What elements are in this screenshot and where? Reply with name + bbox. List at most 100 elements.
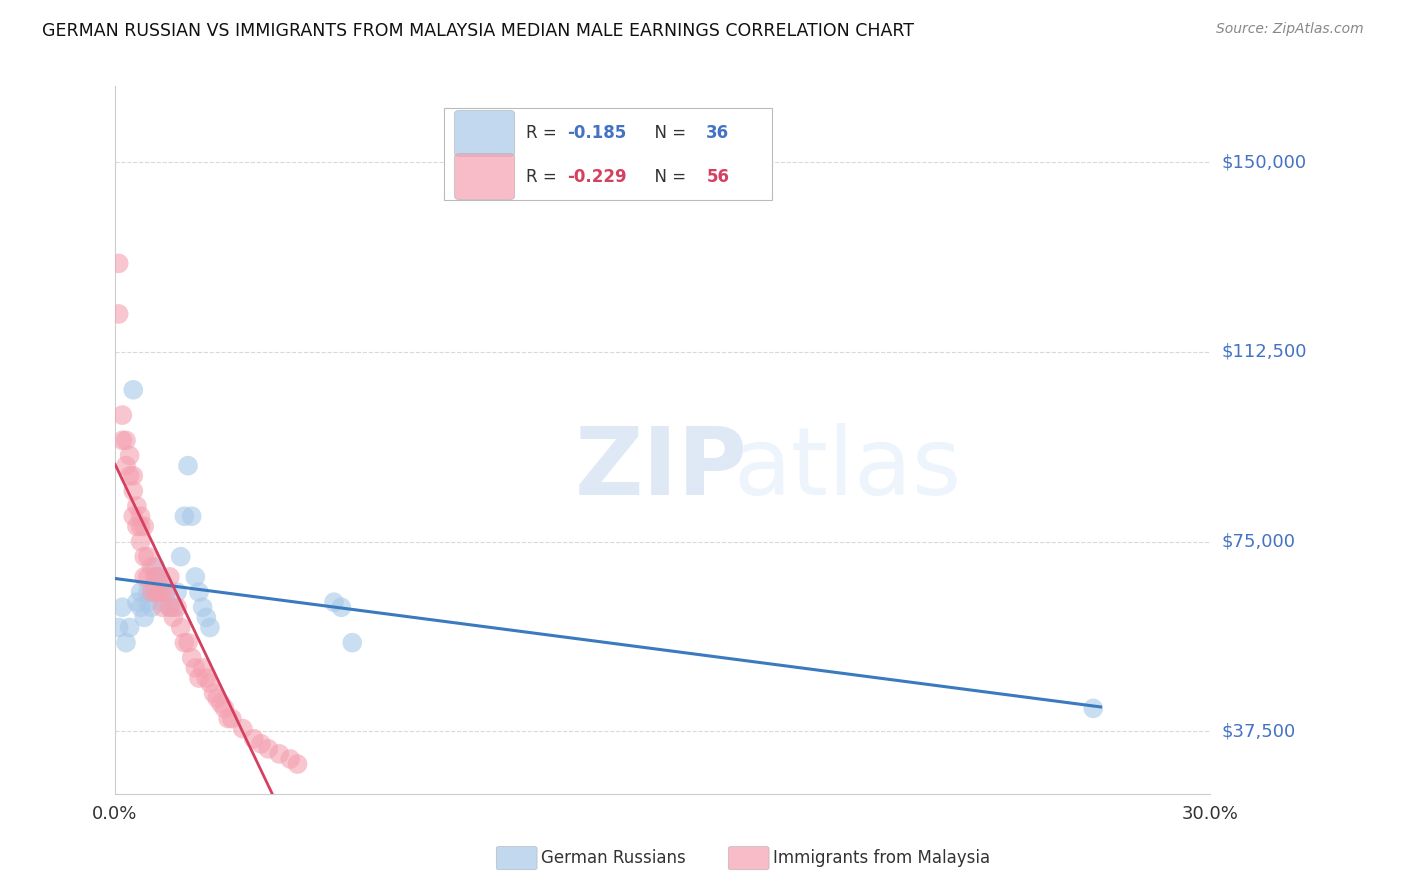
- Point: [269, 747, 291, 761]
- Point: [159, 570, 181, 584]
- Point: [184, 570, 207, 584]
- Point: [170, 549, 193, 564]
- Point: [115, 635, 138, 649]
- Point: [125, 595, 148, 609]
- Point: [155, 585, 177, 599]
- Point: [122, 483, 145, 498]
- Point: [159, 600, 181, 615]
- Point: [107, 620, 129, 634]
- Point: [141, 585, 163, 599]
- Point: [342, 635, 364, 649]
- Point: [152, 574, 174, 589]
- Point: [134, 610, 156, 624]
- Point: [129, 509, 152, 524]
- Point: [221, 712, 243, 726]
- Text: atlas: atlas: [734, 423, 962, 515]
- Point: [162, 600, 184, 615]
- Point: [148, 585, 170, 599]
- Point: [278, 752, 301, 766]
- Point: [198, 676, 221, 690]
- Point: [180, 650, 202, 665]
- FancyBboxPatch shape: [454, 153, 515, 200]
- Point: [115, 458, 138, 473]
- Point: [330, 600, 353, 615]
- Point: [148, 585, 170, 599]
- Point: [134, 549, 156, 564]
- Point: [136, 585, 159, 599]
- Point: [159, 600, 181, 615]
- Text: $75,000: $75,000: [1222, 533, 1295, 550]
- Point: [129, 585, 152, 599]
- Point: [188, 585, 211, 599]
- Point: [129, 534, 152, 549]
- Point: [143, 559, 166, 574]
- Point: [214, 701, 236, 715]
- Point: [136, 595, 159, 609]
- Point: [136, 549, 159, 564]
- Text: German Russians: German Russians: [541, 849, 686, 867]
- Point: [134, 570, 156, 584]
- Text: R =: R =: [526, 124, 567, 143]
- Point: [122, 383, 145, 397]
- Point: [122, 509, 145, 524]
- Point: [232, 722, 254, 736]
- Point: [111, 600, 134, 615]
- Point: [1083, 701, 1105, 715]
- Point: [134, 519, 156, 533]
- Point: [118, 620, 141, 634]
- FancyBboxPatch shape: [454, 111, 515, 156]
- Point: [115, 434, 138, 448]
- Point: [136, 570, 159, 584]
- Point: [180, 509, 202, 524]
- Point: [188, 671, 211, 685]
- Point: [118, 449, 141, 463]
- Point: [162, 610, 184, 624]
- Text: Immigrants from Malaysia: Immigrants from Malaysia: [773, 849, 990, 867]
- Point: [155, 585, 177, 599]
- Text: $112,500: $112,500: [1222, 343, 1306, 361]
- Point: [177, 458, 200, 473]
- Point: [170, 620, 193, 634]
- Point: [148, 570, 170, 584]
- Point: [152, 585, 174, 599]
- Point: [323, 595, 346, 609]
- Point: [202, 686, 225, 700]
- Point: [198, 620, 221, 634]
- Text: GERMAN RUSSIAN VS IMMIGRANTS FROM MALAYSIA MEDIAN MALE EARNINGS CORRELATION CHAR: GERMAN RUSSIAN VS IMMIGRANTS FROM MALAYS…: [42, 22, 914, 40]
- Point: [141, 585, 163, 599]
- Point: [125, 499, 148, 513]
- Point: [173, 509, 195, 524]
- Point: [257, 742, 280, 756]
- Text: -0.185: -0.185: [567, 124, 627, 143]
- Point: [107, 256, 129, 270]
- Point: [125, 519, 148, 533]
- Point: [148, 570, 170, 584]
- Point: [287, 757, 309, 772]
- Text: N =: N =: [644, 124, 696, 143]
- Point: [205, 691, 228, 706]
- Point: [152, 600, 174, 615]
- Point: [191, 600, 214, 615]
- Point: [166, 600, 188, 615]
- Point: [129, 600, 152, 615]
- Point: [217, 712, 239, 726]
- Point: [141, 559, 163, 574]
- Point: [143, 570, 166, 584]
- Point: [141, 600, 163, 615]
- Text: $37,500: $37,500: [1222, 723, 1295, 740]
- Text: R =: R =: [526, 168, 567, 186]
- Point: [166, 585, 188, 599]
- Text: Source: ZipAtlas.com: Source: ZipAtlas.com: [1216, 22, 1364, 37]
- Point: [250, 737, 273, 751]
- Point: [107, 307, 129, 321]
- Text: 36: 36: [706, 124, 730, 143]
- Text: -0.229: -0.229: [567, 168, 627, 186]
- Point: [195, 610, 218, 624]
- Point: [143, 570, 166, 584]
- Point: [184, 661, 207, 675]
- Text: 56: 56: [706, 168, 730, 186]
- Point: [152, 595, 174, 609]
- Point: [111, 408, 134, 422]
- Point: [173, 635, 195, 649]
- Point: [118, 468, 141, 483]
